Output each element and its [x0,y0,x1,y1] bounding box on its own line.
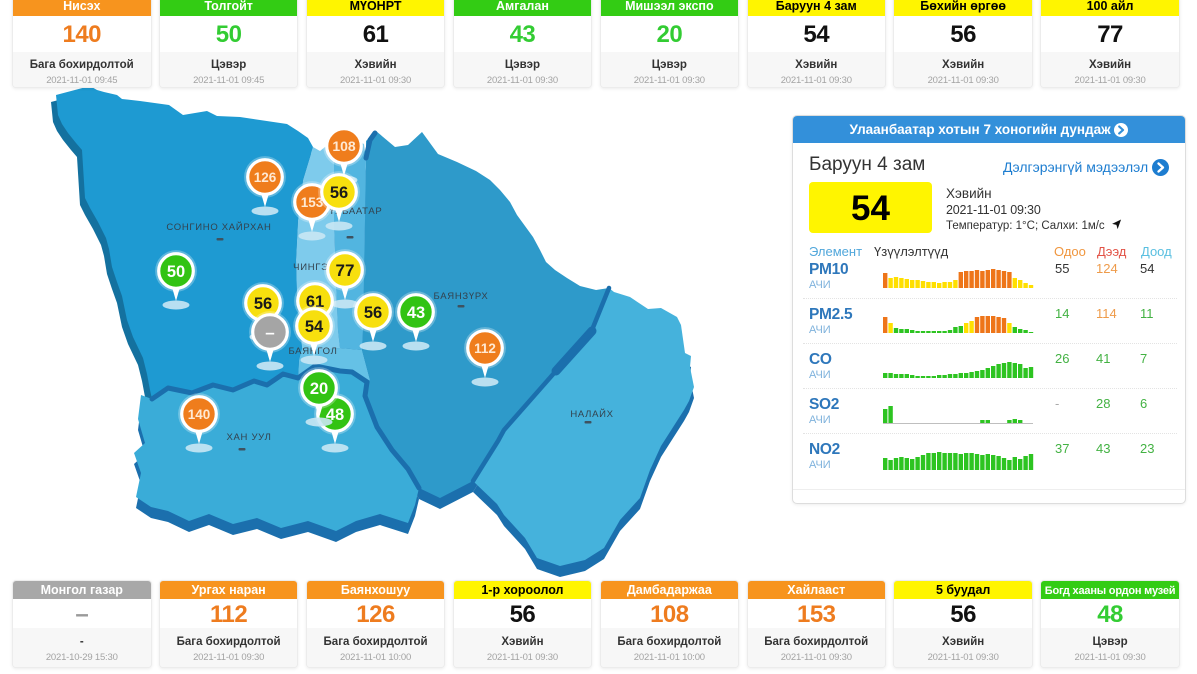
svg-text:СҮХБААТАР: СҮХБААТАР [322,206,383,217]
svg-text:126: 126 [254,170,277,185]
svg-text:56: 56 [330,184,348,202]
svg-text:50: 50 [167,263,185,281]
svg-text:77: 77 [336,261,355,280]
svg-text:БАЯНЗҮРХ: БАЯНЗҮРХ [434,291,489,302]
svg-text:ХАН УУЛ: ХАН УУЛ [226,432,271,443]
svg-text:43: 43 [407,304,425,322]
svg-text:108: 108 [332,138,356,154]
svg-text:140: 140 [188,407,211,422]
svg-text:112: 112 [474,341,496,356]
svg-text:56: 56 [364,304,382,322]
svg-text:–: – [265,323,274,342]
svg-text:54: 54 [305,318,324,336]
svg-text:БАЯНГОЛ: БАЯНГОЛ [288,346,337,357]
svg-text:СОНГИНО ХАЙРХАН: СОНГИНО ХАЙРХАН [166,221,271,233]
svg-text:НАЛАЙХ: НАЛАЙХ [570,408,613,420]
svg-text:48: 48 [326,406,344,424]
svg-text:20: 20 [310,380,328,398]
svg-text:61: 61 [306,293,324,311]
svg-text:56: 56 [254,295,272,313]
svg-text:153: 153 [301,195,324,210]
